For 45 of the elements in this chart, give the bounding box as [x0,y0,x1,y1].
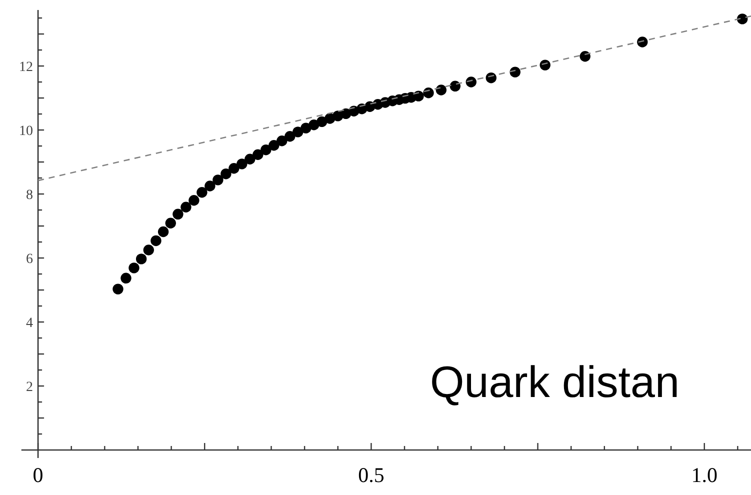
point [284,131,296,142]
y-tick-label: 10 [19,124,34,139]
point [212,174,224,186]
point [413,90,424,102]
point [252,149,264,160]
point [580,51,590,62]
y-tick-label: 2 [26,380,34,395]
point [188,195,200,206]
point [165,218,176,228]
point [276,136,288,146]
point [143,244,154,256]
point [736,14,748,24]
y-tick-label: 4 [26,316,34,331]
point [150,235,162,246]
point [236,158,248,170]
y-tick-label: 8 [26,188,34,203]
y-tick-label: 6 [26,252,34,267]
x-tick-label: 1.0 [691,463,718,487]
point [510,66,520,78]
point [220,168,232,180]
point [292,126,304,138]
annotation: Quark distan [430,358,680,407]
x-tick-label: 0 [32,463,44,487]
point [244,154,256,164]
point [260,144,272,156]
point [540,60,550,70]
point [158,226,169,238]
point [423,88,434,98]
point [136,254,147,264]
x-tick-label: 0.5 [358,463,384,487]
point [196,187,208,198]
point [228,163,240,174]
point [466,76,476,88]
y-tick-label: 12 [19,60,34,75]
point [172,208,184,220]
point [180,202,192,212]
point [436,84,447,96]
point [120,272,132,284]
point [637,36,648,48]
point [112,284,124,294]
point [486,72,496,84]
point [450,80,461,92]
point [128,262,140,274]
point [204,180,216,192]
point [268,140,280,151]
